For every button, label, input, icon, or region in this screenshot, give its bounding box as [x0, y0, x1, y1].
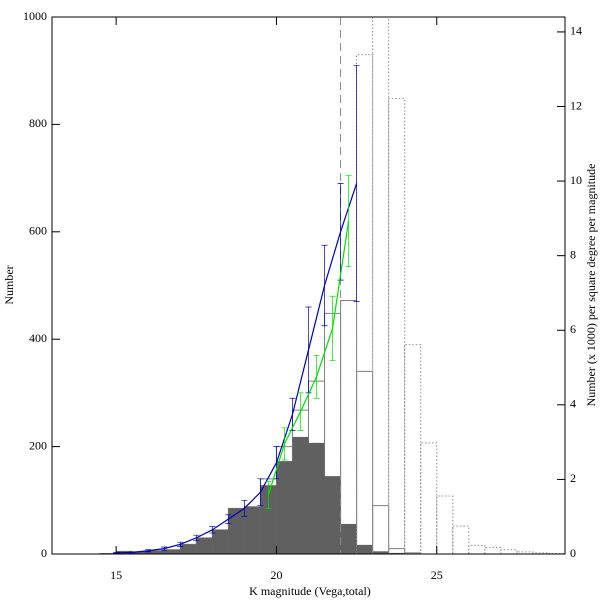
- error-bar: [225, 514, 232, 524]
- histogram-bar: [164, 549, 181, 554]
- histogram-step: [356, 370, 374, 554]
- histogram-bar: [308, 442, 325, 554]
- error-bar: [289, 397, 296, 431]
- y2-tick-label: 10: [570, 173, 582, 187]
- histogram-bar: [228, 508, 245, 554]
- histogram-step: [356, 54, 374, 554]
- error-bar: [313, 354, 320, 399]
- histogram-bar: [388, 552, 405, 554]
- histogram-bar: [260, 485, 277, 554]
- histogram-bar: [132, 551, 149, 554]
- histogram-step: [404, 344, 422, 554]
- y-axis-label: Number: [2, 265, 16, 304]
- error-bar: [281, 427, 288, 461]
- histogram-bar: [180, 544, 197, 554]
- y-tick-label: 1000: [23, 9, 47, 23]
- x-tick-label: 25: [431, 568, 443, 582]
- x-axis-label: K magnitude (Vega,total): [249, 584, 371, 598]
- histogram-step: [388, 98, 406, 554]
- y2-tick-label: 12: [570, 98, 582, 112]
- y2-tick-label: 0: [570, 546, 576, 560]
- error-bar: [145, 549, 152, 553]
- y2-axis-label: Number (x 1000) per square degree per ma…: [584, 164, 598, 407]
- error-bar: [321, 244, 328, 327]
- histogram-step: [372, 17, 390, 554]
- error-bar: [257, 478, 264, 507]
- y2-tick-label: 4: [570, 397, 576, 411]
- histogram-bar: [356, 544, 373, 554]
- x-tick-label: 20: [270, 568, 282, 582]
- histogram-bar: [372, 551, 389, 554]
- histogram-bar: [244, 506, 261, 554]
- error-bar: [193, 534, 200, 541]
- error-bar: [209, 526, 216, 534]
- histogram-step: [500, 549, 518, 554]
- error-bar: [337, 183, 344, 281]
- error-bar: [241, 499, 248, 517]
- histogram-bar: [276, 461, 293, 554]
- plot-area: [99, 17, 565, 554]
- y2-tick-label: 2: [570, 471, 576, 485]
- line: [116, 183, 358, 554]
- histogram-step: [452, 525, 470, 554]
- error-bar: [161, 546, 168, 551]
- histogram-step: [372, 505, 390, 554]
- histogram-step: [516, 551, 534, 554]
- histogram-step: [420, 442, 438, 554]
- histogram-step: [484, 547, 502, 554]
- y2-tick-label: 6: [570, 322, 576, 336]
- histogram-bar: [148, 550, 165, 554]
- x-tick-label: 15: [110, 568, 122, 582]
- error-bar: [305, 306, 312, 394]
- histogram-bar: [212, 529, 229, 554]
- histogram-step: [436, 495, 454, 554]
- y-tick-label: 0: [41, 546, 47, 560]
- y-tick-label: 800: [29, 116, 47, 130]
- y-tick-label: 200: [29, 438, 47, 452]
- error-bar: [345, 175, 352, 268]
- y-tick-label: 600: [29, 224, 47, 238]
- error-bar: [353, 64, 360, 302]
- histogram-bar: [196, 537, 213, 554]
- histogram-bar: [340, 523, 357, 554]
- plot-frame: [51, 16, 566, 555]
- histogram-step: [340, 300, 358, 554]
- error-bar: [129, 551, 136, 554]
- error-bar: [177, 541, 184, 547]
- error-bar: [297, 392, 304, 431]
- histogram-bar: [324, 476, 341, 554]
- histogram-bar: [292, 436, 309, 554]
- y-tick-label: 400: [29, 331, 47, 345]
- error-bar: [273, 446, 280, 480]
- histogram-step: [468, 544, 486, 554]
- y2-tick-label: 14: [570, 24, 582, 38]
- line: [267, 220, 350, 496]
- error-bar: [329, 295, 336, 362]
- error-bar: [265, 481, 272, 509]
- y2-tick-label: 8: [570, 247, 576, 261]
